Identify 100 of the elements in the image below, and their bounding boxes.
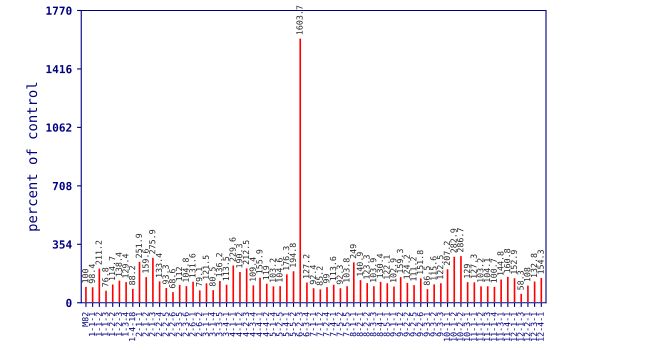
x-tick-label: 3-1-1 <box>202 312 209 336</box>
data-label: 100 <box>82 268 88 282</box>
x-tick-label: 12-4-1 <box>537 312 544 341</box>
x-tick-label: 2-1-3 <box>149 312 156 336</box>
bar <box>506 276 510 303</box>
x-tick-label: 1-1-3 <box>102 312 108 336</box>
y-tick-label: 1770 <box>46 6 72 15</box>
bar <box>445 268 450 303</box>
x-tick-label: 1-1-2 <box>95 312 102 336</box>
y-tick-label: 1062 <box>46 123 72 132</box>
x-tick-label: 9-1-1 <box>390 312 396 336</box>
data-label: 159.6 <box>142 249 149 273</box>
data-label: 58.3 <box>517 270 524 290</box>
x-tick-label: 10-3-1 <box>464 312 470 341</box>
bar <box>251 284 256 303</box>
bar <box>352 260 356 303</box>
bar <box>526 284 530 303</box>
data-label: 92.3 <box>336 265 343 284</box>
data-label: 113.6 <box>330 256 336 280</box>
bar <box>405 282 410 303</box>
data-label: 124.2 <box>404 255 410 278</box>
data-label: 122.5 <box>437 255 444 279</box>
data-label: 286.7 <box>457 228 464 252</box>
x-tick-label: 2-6-2 <box>196 312 202 336</box>
data-label: 136.2 <box>216 253 222 276</box>
x-tick-label: 9-2-6 <box>416 312 424 336</box>
x-tick-label: 8-4-1 <box>376 312 384 336</box>
x-tick-label: 7-1-2 <box>316 312 323 336</box>
data-label: 144.8 <box>497 252 504 276</box>
x-tick-label: 8-2-1 <box>356 312 363 336</box>
x-tick-label: 11-1-2 <box>477 312 484 341</box>
bar <box>378 280 383 303</box>
bar <box>177 284 182 303</box>
data-label: 207.2 <box>444 241 450 266</box>
data-label: 154.3 <box>537 250 544 274</box>
bar <box>364 282 370 303</box>
x-tick-label: M82 <box>82 312 88 326</box>
data-label: 130.4 <box>376 254 384 278</box>
x-tick-label: 8-5-1 <box>383 312 390 336</box>
bar <box>117 279 122 303</box>
x-tick-label: 9-2-5 <box>410 312 417 336</box>
data-label: 93.3 <box>162 265 169 284</box>
x-tick-label: 11-1-4 <box>490 312 497 341</box>
x-tick-label: 7-2-4 <box>323 312 330 336</box>
data-label: 275.9 <box>149 230 156 254</box>
bar <box>472 281 477 303</box>
x-tick-label: 1-3-4 <box>122 312 129 336</box>
bar <box>90 286 95 303</box>
data-label: 132.8 <box>530 253 538 278</box>
bar <box>170 290 176 303</box>
x-tick-label: 7-1-1 <box>310 312 316 336</box>
data-label: 249 <box>350 244 356 258</box>
x-tick-label: 12-1-3 <box>517 312 524 341</box>
x-tick-label: 4-4-1 <box>256 312 262 336</box>
bar <box>198 288 202 303</box>
bar <box>532 280 537 303</box>
bar <box>344 284 350 303</box>
data-label: 190.3 <box>236 244 242 268</box>
bar <box>338 286 343 303</box>
data-label: 92.4 <box>310 265 316 284</box>
data-label: 103.9 <box>370 258 376 282</box>
x-tick-label: 2-2-5 <box>162 312 169 336</box>
bar <box>244 266 249 303</box>
data-label: 160.8 <box>504 248 510 272</box>
bar <box>150 256 156 303</box>
x-tick-label: 10-1-2 <box>450 312 457 341</box>
bar <box>184 284 189 303</box>
bar <box>539 276 544 303</box>
x-tick-label: 7-4-1 <box>330 312 336 336</box>
x-tick-label: 8-2-2 <box>363 312 370 336</box>
data-label: 108 <box>524 268 530 282</box>
x-tick-label: 2-2-6 <box>169 312 176 336</box>
data-label: 109.4 <box>249 257 256 281</box>
data-label: 103.2 <box>270 258 276 282</box>
x-tick-label: 2-3-6 <box>182 312 189 336</box>
data-label: 115.6 <box>430 256 437 280</box>
bar <box>130 287 136 303</box>
x-tick-label: 11-3-1 <box>497 312 504 341</box>
bar <box>452 255 456 303</box>
x-tick-label: 3-3-5 <box>216 312 222 336</box>
y-axis-title: percent of control <box>26 82 40 231</box>
data-label: 76.8 <box>102 268 108 287</box>
bar <box>284 272 290 303</box>
data-label: 140.9 <box>356 252 363 276</box>
data-label: 80.5 <box>209 267 216 286</box>
bar <box>304 281 310 303</box>
bar <box>385 282 390 303</box>
data-label: 159.3 <box>396 249 404 273</box>
bar <box>332 283 336 303</box>
bar <box>398 276 403 303</box>
bar <box>110 283 115 303</box>
x-tick-label: 9-3-1 <box>424 312 430 336</box>
data-label: 129.4 <box>122 254 129 278</box>
data-label: 111.2 <box>410 257 416 281</box>
x-tick-label: 5-2-5 <box>276 312 283 336</box>
x-tick-label: 12-2-1 <box>524 312 530 341</box>
data-label: 138.4 <box>116 252 122 276</box>
data-label: 88.2 <box>128 266 136 285</box>
x-tick-label: 6-2-3 <box>296 312 303 336</box>
x-tick-label: 12-1-1 <box>510 312 517 341</box>
